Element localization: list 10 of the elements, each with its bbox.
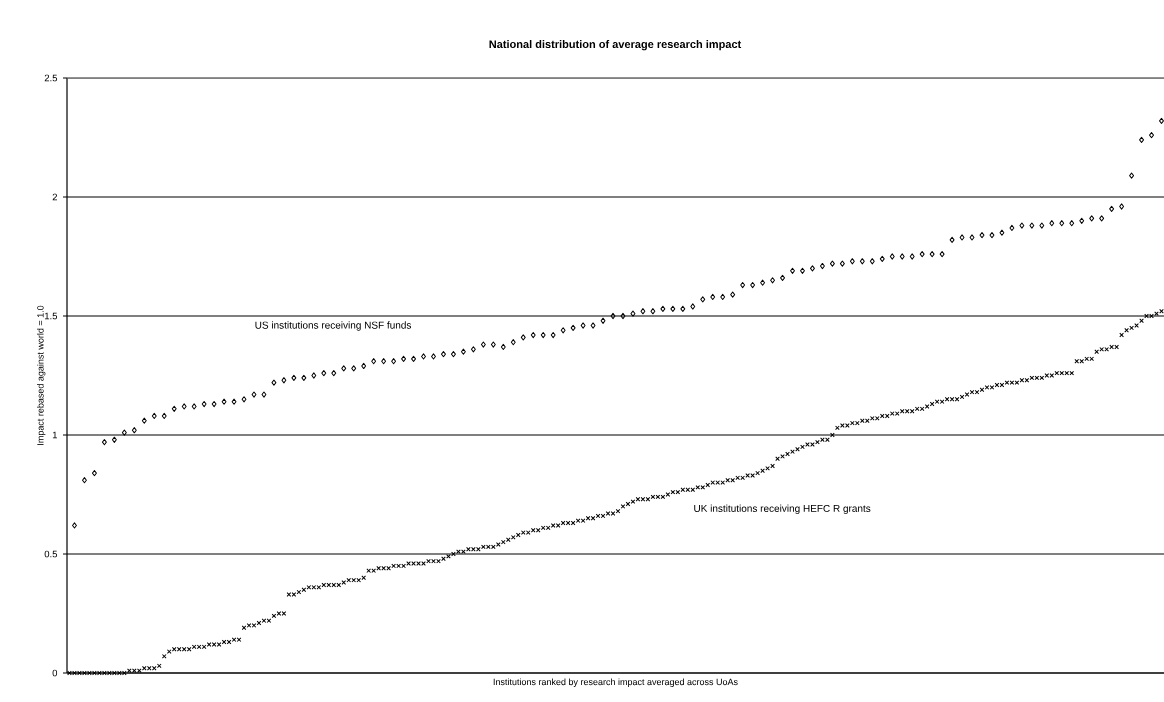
y-tick-label: 2 bbox=[52, 193, 57, 201]
y-tick-label: 1 bbox=[52, 431, 57, 439]
y-tick-label: 1.5 bbox=[44, 312, 58, 320]
series-label: UK institutions receiving HEFC R grants bbox=[694, 504, 871, 514]
chart-title: National distribution of average research impact bbox=[489, 40, 742, 51]
x-axis-title: Institutions ranked by research impact averaged across UoAs bbox=[493, 678, 738, 687]
text: US institutions receiving NSF funds bbox=[255, 321, 412, 331]
y-tick-label: 0 bbox=[52, 669, 58, 677]
y-tick-label: 2.5 bbox=[44, 74, 58, 82]
y-tick-label: 0.5 bbox=[44, 550, 58, 558]
